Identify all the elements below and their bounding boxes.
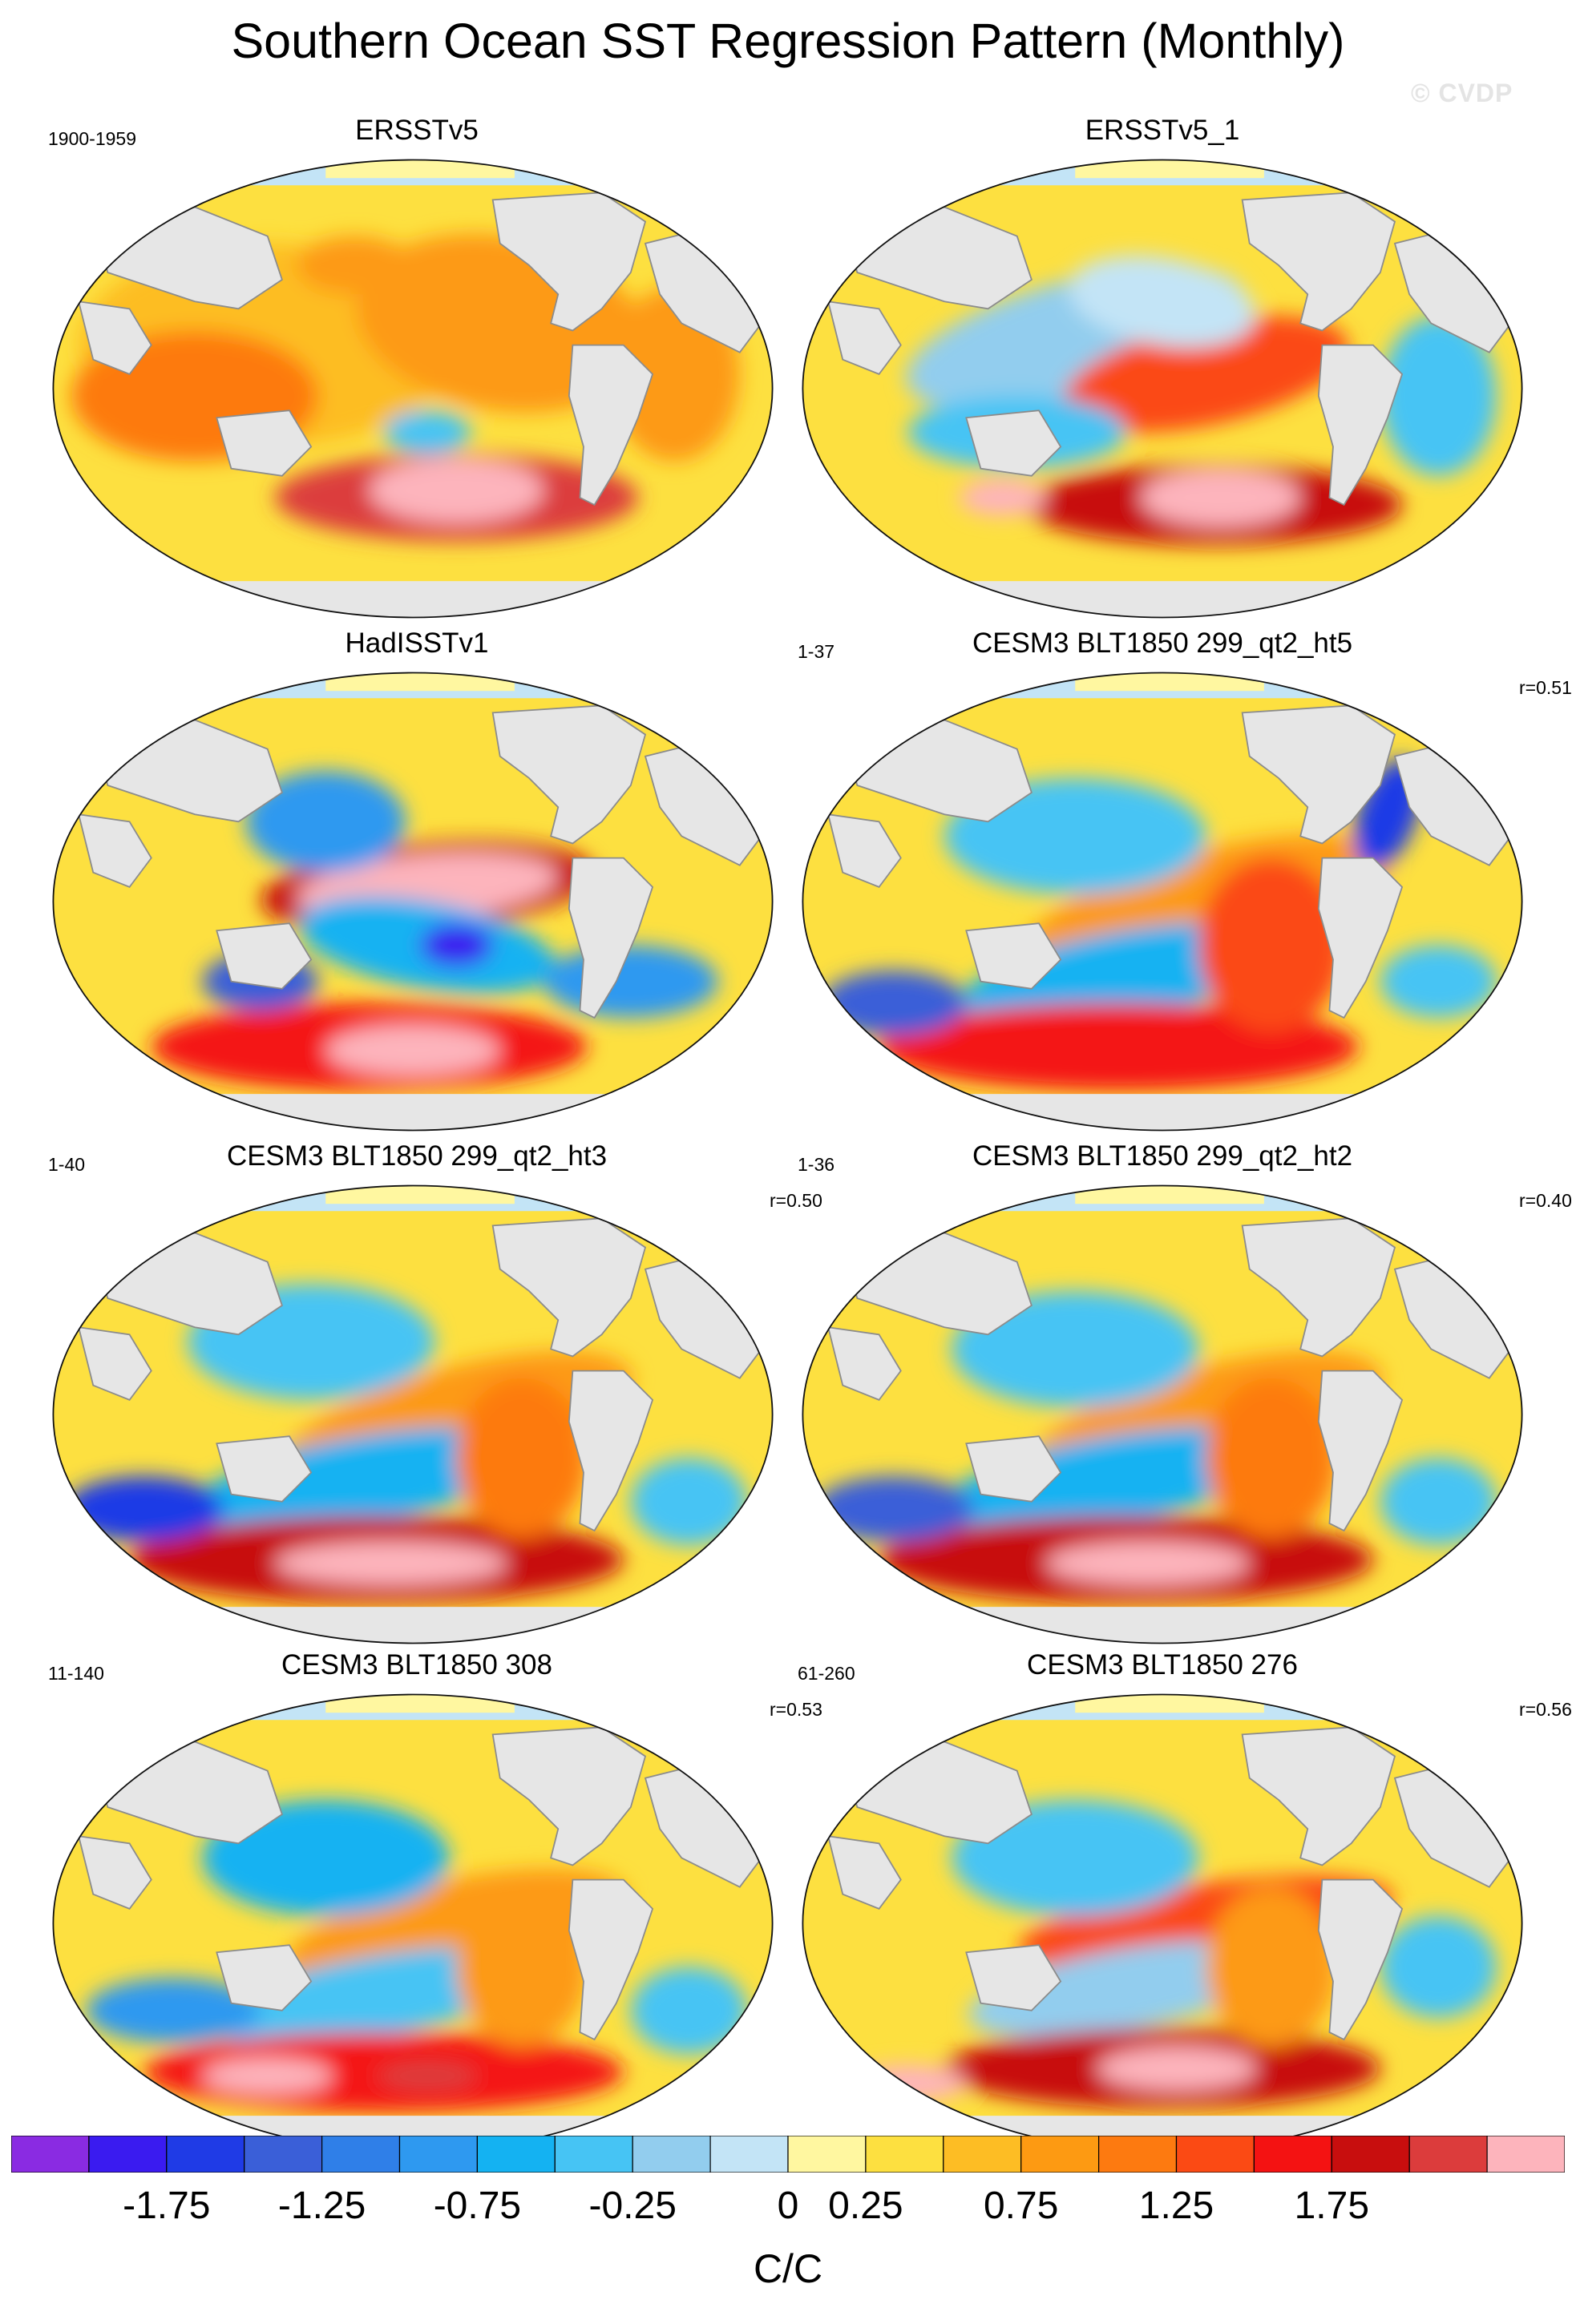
panel-title: CESM3 BLT1850 299_qt2_ht2 <box>972 1140 1353 1172</box>
panel-title: CESM3 BLT1850 299_qt2_ht3 <box>226 1140 608 1172</box>
panel-period-label: 11-140 <box>48 1663 104 1684</box>
sst-regression-map <box>802 159 1523 619</box>
panel-title: ERSSTv5 <box>355 115 479 146</box>
colorbar <box>11 2136 1565 2173</box>
colorbar-tick-label: 0.75 <box>983 2185 1059 2227</box>
panel-period-label: 61-260 <box>798 1663 855 1684</box>
colorbar-swatch <box>1097 2136 1178 2173</box>
sst-regression-map <box>52 1693 774 2153</box>
sst-regression-map <box>52 672 774 1132</box>
panel-title: CESM3 BLT1850 299_qt2_ht5 <box>972 627 1353 659</box>
colorbar-swatch <box>1331 2136 1410 2173</box>
colorbar-tick-label: 1.75 <box>1294 2185 1370 2227</box>
colorbar-swatch <box>398 2136 479 2173</box>
panel-title: CESM3 BLT1850 276 <box>1027 1649 1298 1680</box>
colorbar-swatch <box>321 2136 401 2173</box>
colorbar-swatch <box>1175 2136 1255 2173</box>
colorbar-swatch <box>88 2136 168 2173</box>
sst-regression-map <box>802 1693 1523 2153</box>
colorbar-units: C/C <box>753 2246 823 2291</box>
sst-regression-map <box>52 1184 774 1644</box>
panel-correlation-label: r=0.56 <box>1519 1699 1572 1720</box>
panel-title: CESM3 BLT1850 308 <box>281 1649 552 1680</box>
colorbar-swatch <box>787 2136 867 2173</box>
colorbar-swatch <box>11 2136 90 2173</box>
colorbar-swatch <box>632 2136 711 2173</box>
panel-correlation-label: r=0.51 <box>1519 677 1572 698</box>
colorbar-swatch <box>943 2136 1022 2173</box>
colorbar-swatch <box>1253 2136 1332 2173</box>
colorbar-swatch <box>554 2136 633 2173</box>
sst-regression-map <box>802 672 1523 1132</box>
colorbar-tick-label: -0.25 <box>588 2185 677 2227</box>
colorbar-swatch <box>1408 2136 1488 2173</box>
colorbar-tick-label: 1.25 <box>1138 2185 1214 2227</box>
colorbar-swatch <box>1486 2136 1565 2173</box>
colorbar-tick-label: 0.25 <box>828 2185 903 2227</box>
colorbar-swatch <box>1020 2136 1100 2173</box>
colorbar-swatch <box>865 2136 944 2173</box>
colorbar-tick-label: -0.75 <box>433 2185 522 2227</box>
panel-title: HadISSTv1 <box>345 627 489 659</box>
panel-period-label: 1900-1959 <box>48 128 136 149</box>
panel-period-label: 1-40 <box>48 1154 86 1175</box>
panel-period-label: 1-37 <box>798 641 835 662</box>
panel-period-label: 1-36 <box>798 1154 835 1175</box>
panel-correlation-label: r=0.50 <box>770 1190 822 1211</box>
colorbar-tick-label: -1.75 <box>123 2185 211 2227</box>
colorbar-swatch <box>709 2136 789 2173</box>
figure-title: Southern Ocean SST Regression Pattern (M… <box>231 14 1345 68</box>
colorbar-tick-label: -1.25 <box>277 2185 366 2227</box>
panel-correlation-label: r=0.53 <box>770 1699 822 1720</box>
colorbar-swatch <box>476 2136 556 2173</box>
colorbar-swatch <box>244 2136 323 2173</box>
panel-correlation-label: r=0.40 <box>1519 1190 1572 1211</box>
colorbar-swatch <box>166 2136 245 2173</box>
sst-regression-map <box>52 159 774 619</box>
sst-regression-map <box>802 1184 1523 1644</box>
cvdp-watermark: © CVDP <box>1411 79 1513 107</box>
colorbar-tick-label: 0 <box>777 2185 799 2227</box>
panel-title: ERSSTv5_1 <box>1085 115 1240 146</box>
